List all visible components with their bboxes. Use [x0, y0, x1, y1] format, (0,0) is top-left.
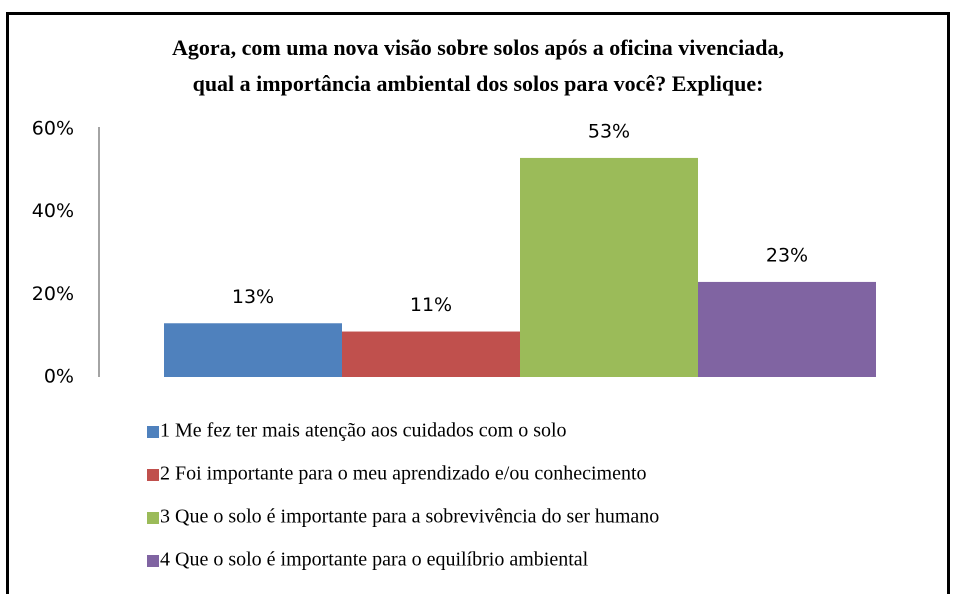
- legend-label: 1 Me fez ter mais atenção aos cuidados c…: [160, 420, 567, 442]
- legend-swatch: [147, 512, 159, 524]
- legend-label: 4 Que o solo é importante para o equilíb…: [160, 549, 589, 571]
- data-label: 53%: [588, 120, 630, 142]
- data-label: 23%: [766, 244, 808, 266]
- data-label: 11%: [410, 294, 452, 316]
- y-tick-label: 0%: [44, 366, 74, 388]
- legend-label: 3 Que o solo é importante para a sobrevi…: [160, 506, 659, 528]
- data-label: 13%: [232, 286, 274, 308]
- chart-title: Agora, com uma nova visão sobre solos ap…: [172, 35, 784, 60]
- legend-swatch: [147, 426, 159, 438]
- bar: [164, 323, 342, 377]
- legend-swatch: [147, 469, 159, 481]
- bar: [342, 331, 520, 377]
- legend-swatch: [147, 555, 159, 567]
- chart-frame: [6, 12, 950, 594]
- y-tick-label: 60%: [32, 118, 74, 140]
- chart-title: qual a importância ambiental dos solos p…: [193, 71, 764, 96]
- y-tick-label: 20%: [32, 283, 74, 305]
- bar: [698, 281, 876, 377]
- bar: [520, 157, 698, 377]
- legend-label: 2 Foi importante para o meu aprendizado …: [160, 463, 647, 485]
- y-tick-label: 40%: [32, 200, 74, 222]
